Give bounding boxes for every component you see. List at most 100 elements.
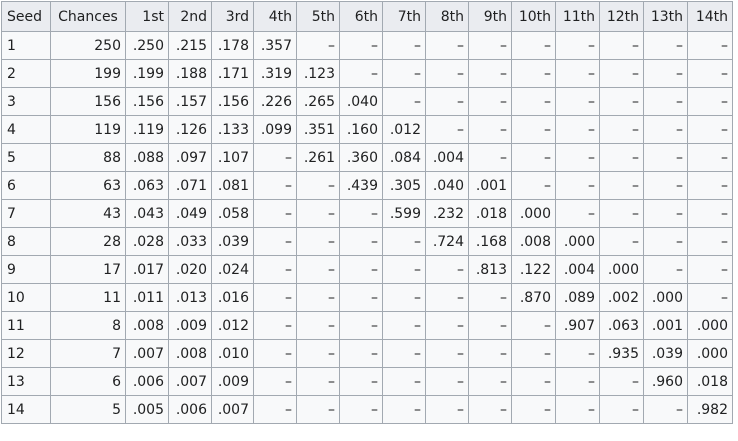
probability-cell: – <box>687 255 733 284</box>
probability-cell: – <box>468 143 512 172</box>
column-header-pick-13: 13th <box>643 1 688 32</box>
probability-cell: – <box>687 227 733 256</box>
probability-cell: – <box>339 255 383 284</box>
probability-cell: – <box>425 31 469 60</box>
probability-cell: .599 <box>382 199 426 228</box>
probability-cell: .004 <box>555 255 600 284</box>
probability-cell: – <box>511 311 556 340</box>
seed-cell: 10 <box>1 283 51 312</box>
probability-cell: .935 <box>599 339 644 368</box>
probability-cell: .011 <box>125 283 169 312</box>
seed-cell: 9 <box>1 255 51 284</box>
probability-cell: – <box>339 311 383 340</box>
probability-cell: .009 <box>211 367 254 396</box>
probability-cell: .039 <box>643 339 688 368</box>
probability-cell: .813 <box>468 255 512 284</box>
probability-cell: .215 <box>168 31 212 60</box>
probability-cell: – <box>468 59 512 88</box>
probability-cell: – <box>296 171 340 200</box>
probability-cell: .081 <box>211 171 254 200</box>
probability-cell: – <box>599 115 644 144</box>
probability-cell: – <box>511 171 556 200</box>
probability-cell: – <box>687 115 733 144</box>
probability-cell: – <box>382 311 426 340</box>
probability-cell: .000 <box>555 227 600 256</box>
chances-cell: 8 <box>50 311 126 340</box>
chances-cell: 119 <box>50 115 126 144</box>
chances-cell: 156 <box>50 87 126 116</box>
probability-cell: – <box>643 227 688 256</box>
probability-cell: – <box>425 87 469 116</box>
probability-cell: .099 <box>253 115 297 144</box>
probability-cell: .122 <box>511 255 556 284</box>
probability-cell: – <box>253 255 297 284</box>
probability-cell: .000 <box>687 311 733 340</box>
table-row: 5 88.088.097.107– .261.360.084.004– – – – – – <box>1 143 733 172</box>
table-row: 3 156.156.157.156.226.265.040– – – – – – – – <box>1 87 733 116</box>
probability-cell: .000 <box>599 255 644 284</box>
probability-cell: .008 <box>125 311 169 340</box>
probability-cell: .119 <box>125 115 169 144</box>
probability-cell: – <box>555 143 600 172</box>
column-header-pick-2: 2nd <box>168 1 212 32</box>
column-header-pick-12: 12th <box>599 1 644 32</box>
probability-cell: – <box>687 283 733 312</box>
probability-cell: .157 <box>168 87 212 116</box>
probability-cell: – <box>511 395 556 424</box>
probability-cell: – <box>253 339 297 368</box>
probability-cell: – <box>296 227 340 256</box>
column-header-pick-6: 6th <box>339 1 383 32</box>
column-header-pick-5: 5th <box>296 1 340 32</box>
probability-cell: .028 <box>125 227 169 256</box>
probability-cell: – <box>253 367 297 396</box>
probability-cell: .004 <box>425 143 469 172</box>
probability-cell: – <box>253 171 297 200</box>
probability-cell: .006 <box>168 395 212 424</box>
probability-cell: – <box>468 283 512 312</box>
probability-cell: – <box>555 87 600 116</box>
probability-cell: .008 <box>511 227 556 256</box>
probability-cell: .000 <box>511 199 556 228</box>
probability-cell: – <box>382 31 426 60</box>
probability-cell: – <box>468 87 512 116</box>
probability-cell: .007 <box>211 395 254 424</box>
probability-cell: – <box>382 339 426 368</box>
probability-cell: – <box>382 283 426 312</box>
probability-cell: .058 <box>211 199 254 228</box>
probability-cell: .265 <box>296 87 340 116</box>
probability-cell: – <box>382 255 426 284</box>
probability-cell: – <box>253 283 297 312</box>
probability-cell: .005 <box>125 395 169 424</box>
chances-cell: 28 <box>50 227 126 256</box>
probability-cell: – <box>382 395 426 424</box>
chances-cell: 250 <box>50 31 126 60</box>
probability-cell: .360 <box>339 143 383 172</box>
probability-cell: – <box>339 199 383 228</box>
probability-cell: – <box>339 227 383 256</box>
probability-cell: – <box>555 59 600 88</box>
probability-cell: – <box>425 59 469 88</box>
seed-cell: 5 <box>1 143 51 172</box>
column-header-seed: Seed <box>1 1 51 32</box>
seed-cell: 1 <box>1 31 51 60</box>
probability-cell: – <box>643 87 688 116</box>
seed-cell: 11 <box>1 311 51 340</box>
probability-cell: .007 <box>168 367 212 396</box>
probability-cell: .088 <box>125 143 169 172</box>
probability-cell: .178 <box>211 31 254 60</box>
probability-cell: .439 <box>339 171 383 200</box>
table-row: 2 199.199.188.171.319.123– – – – – – – – – <box>1 59 733 88</box>
seed-cell: 14 <box>1 395 51 424</box>
probability-cell: .226 <box>253 87 297 116</box>
column-header-pick-4: 4th <box>253 1 297 32</box>
probability-cell: .351 <box>296 115 340 144</box>
probability-cell: .010 <box>211 339 254 368</box>
probability-cell: .357 <box>253 31 297 60</box>
table-row: 6 63.063.071.081– – .439.305.040.001– – – – – <box>1 171 733 200</box>
probability-cell: – <box>253 311 297 340</box>
probability-cell: – <box>382 227 426 256</box>
probability-cell: – <box>555 171 600 200</box>
probability-cell: – <box>339 31 383 60</box>
probability-cell: – <box>425 115 469 144</box>
probability-cell: – <box>643 199 688 228</box>
